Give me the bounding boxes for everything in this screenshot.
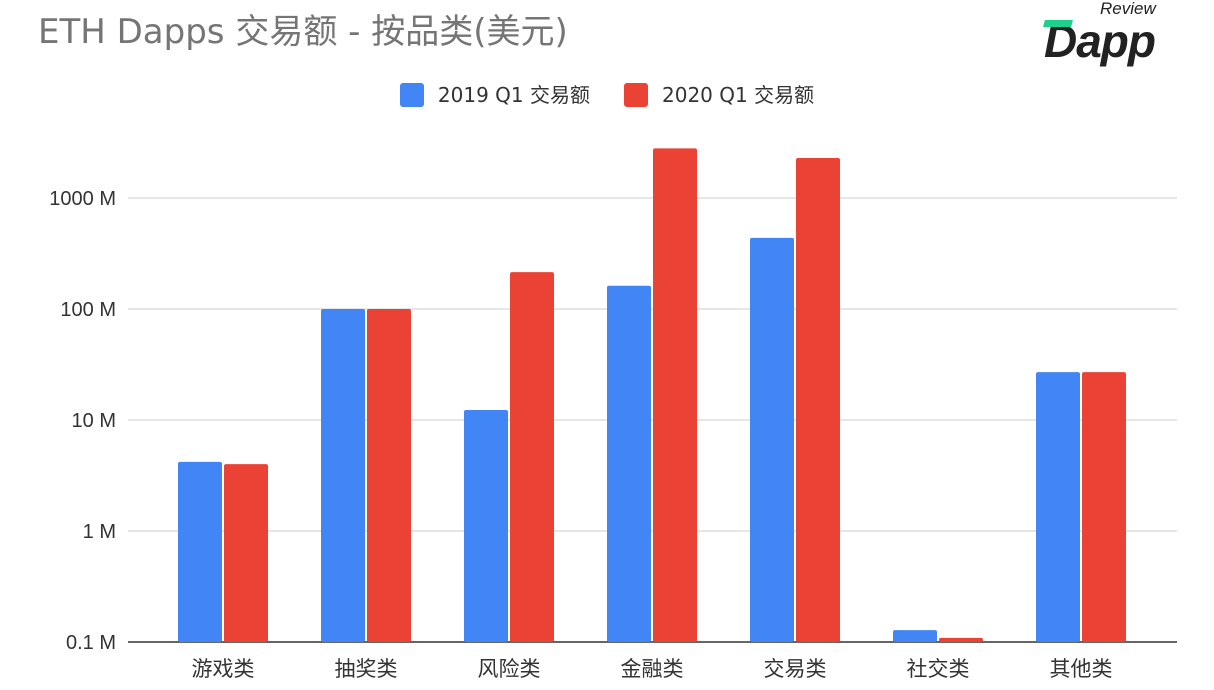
x-tick-label: 社交类	[907, 657, 970, 681]
bar-2020	[939, 637, 983, 642]
logo-top: Review	[1100, 0, 1156, 18]
y-tick-label: 10 M	[72, 410, 116, 432]
legend-label-2019: 2019 Q1 交易额	[437, 83, 590, 107]
bar-2020	[367, 309, 411, 642]
bar-2019	[178, 461, 222, 642]
legend-label-2020: 2020 Q1 交易额	[662, 83, 815, 107]
y-tick-label: 100 M	[60, 299, 116, 321]
chart-title: ETH Dapps 交易额 - 按品类(美元)	[38, 12, 568, 52]
bar-2020	[1082, 372, 1126, 642]
bar-2020	[510, 272, 554, 642]
y-tick-label: 1000 M	[49, 188, 116, 210]
bar-2019	[893, 630, 937, 642]
legend-item-2019: 2019 Q1 交易额	[399, 82, 590, 108]
x-tick-label: 抽奖类	[335, 657, 398, 681]
x-tick-label: 金融类	[621, 657, 684, 681]
legend-item-2020: 2020 Q1 交易额	[624, 82, 814, 108]
bar-2019	[607, 285, 651, 642]
legend: 2019 Q1 交易额 2020 Q1 交易额	[0, 82, 1214, 108]
y-tick-label: 0.1 M	[66, 632, 116, 654]
y-tick-label: 1 M	[83, 521, 116, 543]
x-tick-label: 风险类	[478, 657, 541, 681]
bar-2020	[224, 464, 268, 642]
bar-2019	[464, 410, 508, 642]
legend-swatch-2020	[624, 83, 648, 107]
bar-2019	[1036, 372, 1080, 642]
x-tick-label: 游戏类	[192, 657, 255, 681]
dapp-review-logo: Dapp Review	[1040, 0, 1190, 64]
bar-2019	[750, 237, 794, 642]
bar-2019	[321, 309, 365, 642]
x-tick-label: 交易类	[764, 657, 827, 681]
x-tick-label: 其他类	[1050, 657, 1113, 681]
legend-swatch-2019	[399, 83, 424, 107]
bar-2020	[796, 158, 840, 642]
bar-2020	[653, 148, 697, 642]
